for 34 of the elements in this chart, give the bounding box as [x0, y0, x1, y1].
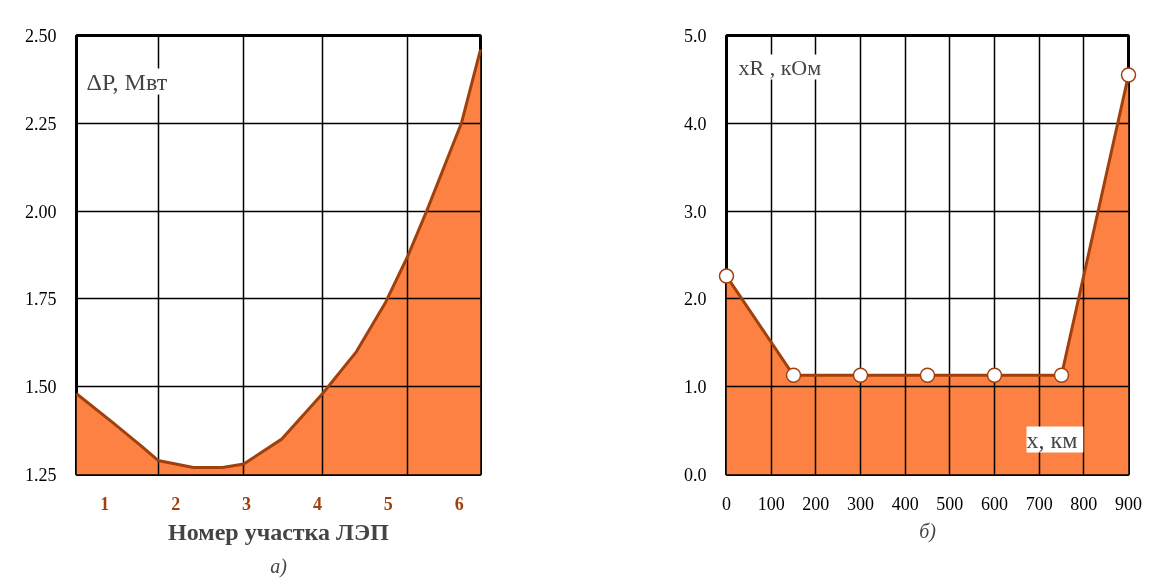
- x-tick-label: 0: [722, 493, 731, 514]
- x-tick-label: 5: [383, 493, 393, 514]
- x-tick-label: 3: [242, 493, 252, 514]
- y-tick-label: 2.0: [684, 289, 707, 310]
- y-axis-title: ΔP, Мвт: [86, 68, 168, 95]
- x-tick-label: 500: [936, 493, 964, 514]
- x-tick-label: 300: [847, 493, 874, 514]
- y-axis-title: xR , кОм: [738, 54, 822, 80]
- text: а): [270, 554, 288, 578]
- y-tick-label: 1.50: [25, 377, 57, 398]
- x-tick-label: 400: [891, 493, 919, 514]
- x-axis-title: Номер участка ЛЭП: [168, 518, 390, 545]
- y-tick-label: 5.0: [684, 26, 707, 46]
- y-tick-label: 2.00: [25, 201, 57, 222]
- y-tick-label: 4.0: [684, 113, 707, 134]
- x-tick-label: 1: [100, 493, 110, 514]
- y-tick-label: 0.0: [684, 465, 707, 485]
- y-tick-label: 2.25: [25, 113, 57, 134]
- x-tick-label: 4: [312, 493, 322, 514]
- x-tick-label: 800: [1070, 493, 1098, 514]
- y-tick-label: 1.0: [684, 377, 707, 398]
- x-tick-label: 700: [1025, 493, 1053, 514]
- x-tick-label: 600: [981, 493, 1008, 514]
- text: б): [919, 519, 937, 543]
- y-tick-label: 2.50: [25, 26, 57, 46]
- x-tick-label: 6: [454, 493, 464, 514]
- x-axis-title: x, км: [1026, 426, 1078, 453]
- x-tick-label: 900: [1115, 493, 1142, 514]
- x-tick-label: 200: [802, 493, 830, 514]
- y-tick-label: 1.75: [25, 289, 57, 310]
- x-tick-label: 2: [171, 493, 181, 514]
- x-tick-label: 100: [757, 493, 785, 514]
- y-tick-label: 1.25: [25, 465, 57, 485]
- y-tick-label: 3.0: [684, 201, 707, 222]
